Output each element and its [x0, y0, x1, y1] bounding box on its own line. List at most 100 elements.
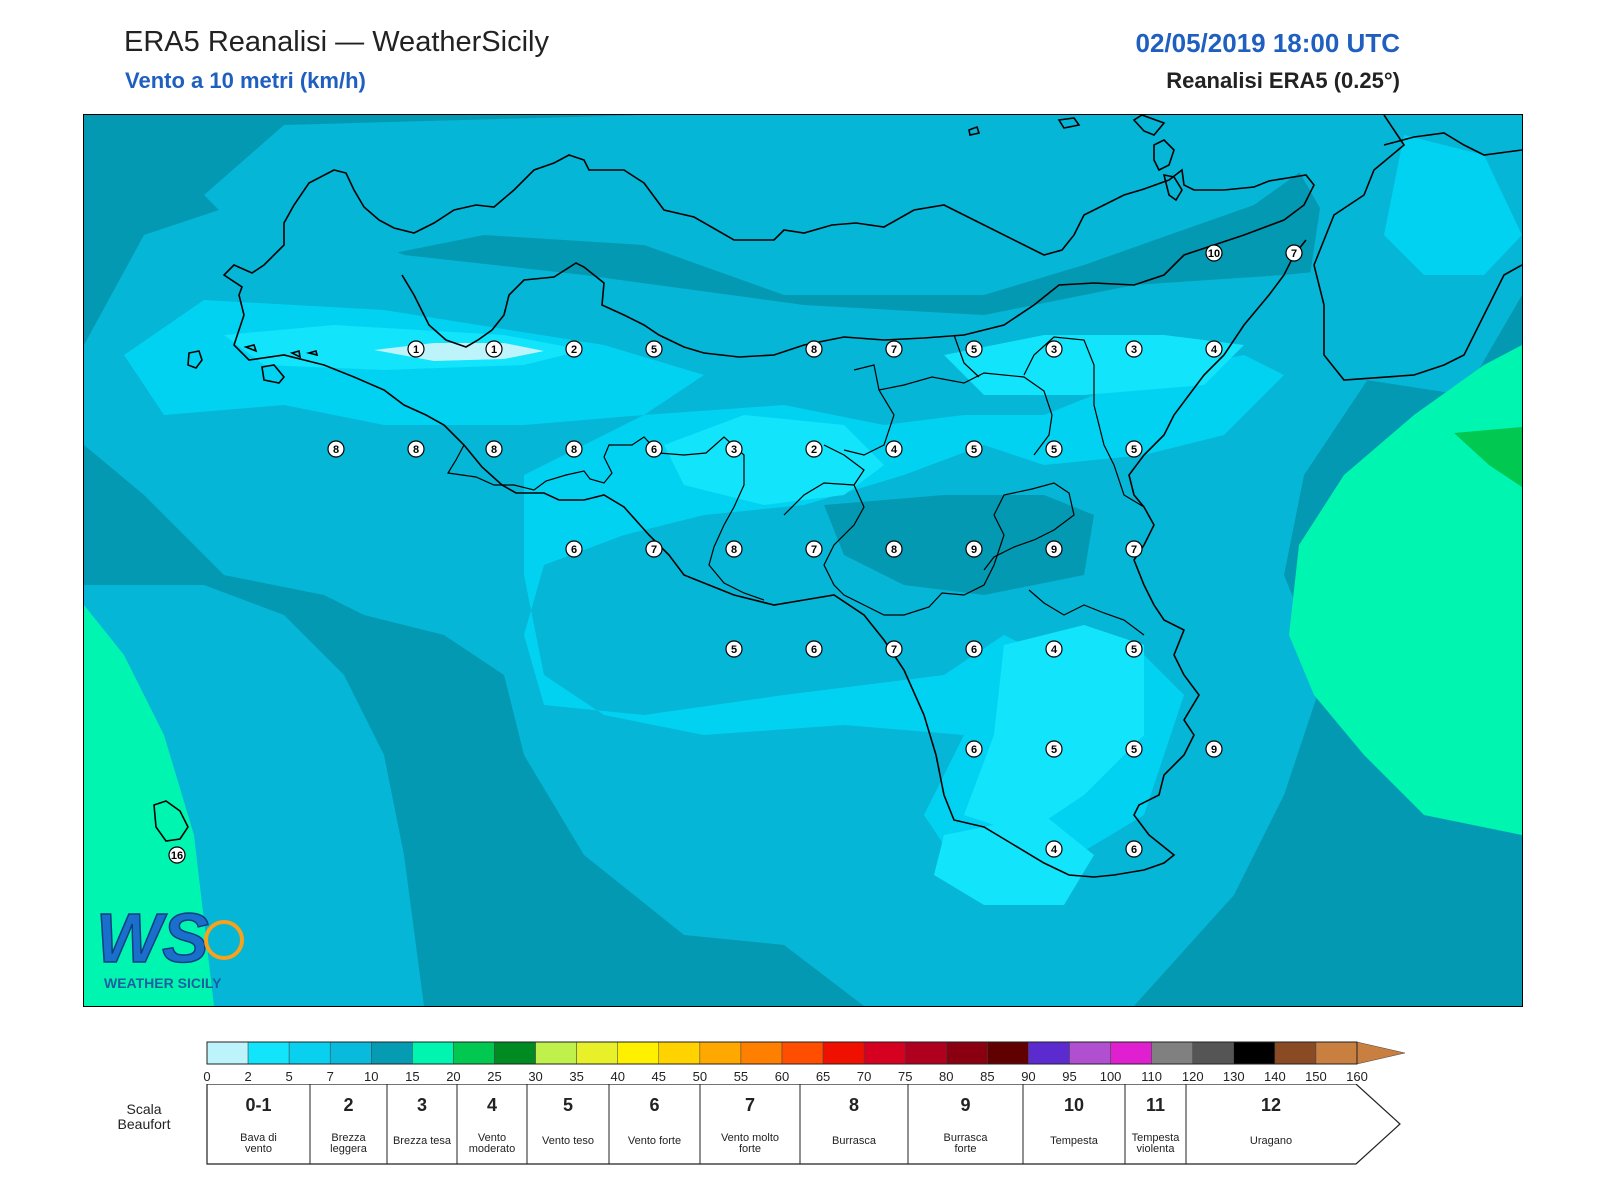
- station-s28: 9: [1045, 540, 1063, 558]
- station-value: 6: [651, 444, 657, 456]
- station-value: 6: [971, 644, 977, 656]
- station-value: 7: [891, 644, 897, 656]
- station-value: 5: [971, 344, 977, 356]
- beaufort-name: Uragano: [1250, 1135, 1292, 1147]
- station-value: 10: [1208, 248, 1220, 260]
- colorbar-swatch: [946, 1041, 988, 1065]
- beaufort-number: 12: [1261, 1095, 1281, 1115]
- station-value: 3: [731, 444, 737, 456]
- station-s41: 6: [1125, 840, 1143, 858]
- beaufort-scale-label: Scala Beaufort: [118, 1101, 171, 1132]
- colorbar-tick-label: 15: [405, 1069, 419, 1084]
- colorbar-tick-label: 160: [1346, 1069, 1368, 1084]
- station-s10: 4: [1205, 340, 1223, 358]
- colorbar-tick-label: 7: [327, 1069, 334, 1084]
- beaufort-number: 11: [1146, 1095, 1165, 1115]
- station-value: 9: [971, 544, 977, 556]
- station-value: 5: [1131, 644, 1137, 656]
- beaufort-number: 8: [849, 1095, 859, 1115]
- colorbar-swatch: [781, 1041, 824, 1065]
- beaufort-name: Tempesta: [1050, 1135, 1099, 1147]
- colorbar-tick-label: 140: [1264, 1069, 1286, 1084]
- beaufort-number: 10: [1064, 1095, 1084, 1115]
- colorbar-tick-label: 65: [816, 1069, 830, 1084]
- colorbar-tick-label: 60: [775, 1069, 789, 1084]
- station-s39: 9: [1205, 740, 1223, 758]
- colorbar-swatch: [535, 1041, 577, 1065]
- station-s24: 8: [725, 540, 743, 558]
- data-source: Reanalisi ERA5 (0.25°): [1166, 68, 1400, 93]
- colorbar-swatch: [1151, 1041, 1193, 1065]
- station-s13: 8: [485, 440, 503, 458]
- station-value: 8: [891, 544, 897, 556]
- station-value: 9: [1051, 544, 1057, 556]
- colorbar: 0 2 5 7 10 15 20 25 30 35 40 45 50 55 60 65 70 75 80 85 90 95…: [0, 1030, 1600, 1090]
- station-s32: 7: [885, 640, 903, 658]
- colorbar-tick-label: 70: [857, 1069, 871, 1084]
- aeolian-islands: [968, 115, 1183, 202]
- station-value: 8: [491, 444, 497, 456]
- station-value: 5: [1131, 444, 1137, 456]
- colorbar-swatch: [740, 1041, 783, 1065]
- station-value: 6: [1131, 844, 1137, 856]
- beaufort-name: Burrasca: [832, 1135, 877, 1147]
- colorbar-tick-label: 150: [1305, 1069, 1327, 1084]
- colorbar-tick-label: 75: [898, 1069, 912, 1084]
- station-value: 3: [1131, 344, 1137, 356]
- colorbar-swatch: [1315, 1041, 1358, 1065]
- colorbar-tick-label: 2: [244, 1069, 251, 1084]
- beaufort-name: Brezza leggera: [330, 1132, 368, 1155]
- station-s26: 8: [885, 540, 903, 558]
- station-s7: 5: [965, 340, 983, 358]
- colorbar-tick-label: 55: [734, 1069, 748, 1084]
- station-s15: 6: [645, 440, 663, 458]
- station-value: 3: [1051, 344, 1057, 356]
- colorbar-tick-label: 120: [1182, 1069, 1204, 1084]
- station-value: 5: [731, 644, 737, 656]
- station-s17: 2: [805, 440, 823, 458]
- colorbar-swatch: [576, 1041, 618, 1065]
- valid-datetime: 02/05/2019 18:00 UTC: [1135, 28, 1400, 58]
- station-value: 9: [1211, 744, 1217, 756]
- station-value: 4: [1051, 644, 1058, 656]
- station-s12: 8: [407, 440, 425, 458]
- colorbar-tick-label: 80: [939, 1069, 953, 1084]
- station-s19: 5: [965, 440, 983, 458]
- station-s1: 1: [407, 340, 425, 358]
- station-s11: 8: [327, 440, 345, 458]
- beaufort-frame: [206, 1083, 1401, 1165]
- colorbar-swatch: [617, 1041, 660, 1065]
- colorbar-swatch: [863, 1041, 906, 1065]
- station-s4: 5: [645, 340, 663, 358]
- colorbar-swatch: [247, 1041, 290, 1065]
- station-s23: 7: [645, 540, 663, 558]
- colorbar-swatch: [412, 1041, 454, 1065]
- weathersicily-logo: WS WEATHER SICILY: [95, 898, 256, 1000]
- colorbar-tick-label: 90: [1021, 1069, 1035, 1084]
- station-s43: 7: [1285, 244, 1303, 262]
- station-s18: 4: [885, 440, 903, 458]
- beaufort-name: Vento teso: [542, 1135, 594, 1147]
- wind-map: 1 1 2 5 8 7 5 3 3 4 8 8 8 8 6 3 2 4 5 5 5 6 7 8 7 8 9 9 7 5 6 7 6 4 5 6 5 5 9 4…: [83, 114, 1523, 1007]
- colorbar-tick-label: 20: [446, 1069, 460, 1084]
- station-s42: 10: [1205, 244, 1223, 262]
- beaufort-number: 7: [745, 1095, 755, 1115]
- station-s22: 6: [565, 540, 583, 558]
- station-value: 7: [1291, 248, 1297, 260]
- map-title: ERA5 Reanalisi — WeatherSicily: [124, 26, 549, 58]
- colorbar-tick-label: 45: [652, 1069, 666, 1084]
- station-value: 8: [571, 444, 577, 456]
- beaufort-number: 4: [487, 1095, 497, 1115]
- station-s2: 1: [485, 340, 503, 358]
- colorbar-arrow: [1356, 1041, 1406, 1065]
- station-s30: 5: [725, 640, 743, 658]
- station-value: 4: [891, 444, 898, 456]
- field-sw-green: [84, 605, 214, 1006]
- station-value: 1: [491, 344, 497, 356]
- station-s21: 5: [1125, 440, 1143, 458]
- station-value: 7: [651, 544, 657, 556]
- colorbar-swatch: [904, 1041, 947, 1065]
- beaufort-name: Tempesta violenta: [1132, 1132, 1181, 1155]
- colorbar-swatch: [1110, 1041, 1152, 1065]
- station-value: 8: [811, 344, 817, 356]
